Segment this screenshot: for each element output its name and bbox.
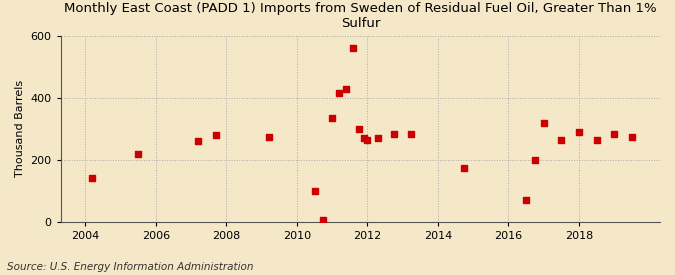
Point bbox=[327, 116, 338, 120]
Point bbox=[556, 138, 567, 142]
Point bbox=[362, 138, 373, 142]
Point bbox=[211, 133, 221, 137]
Point bbox=[87, 176, 98, 181]
Point bbox=[334, 91, 345, 95]
Point bbox=[406, 131, 417, 136]
Point bbox=[529, 158, 540, 162]
Text: Source: U.S. Energy Information Administration: Source: U.S. Energy Information Administ… bbox=[7, 262, 253, 272]
Point bbox=[609, 131, 620, 136]
Point bbox=[591, 138, 602, 142]
Point bbox=[538, 120, 549, 125]
Point bbox=[193, 139, 204, 144]
Point bbox=[459, 165, 470, 170]
Point bbox=[373, 136, 383, 141]
Point bbox=[358, 136, 369, 141]
Point bbox=[574, 130, 585, 134]
Point bbox=[309, 189, 320, 193]
Point bbox=[318, 218, 329, 222]
Point bbox=[348, 46, 358, 51]
Title: Monthly East Coast (PADD 1) Imports from Sweden of Residual Fuel Oil, Greater Th: Monthly East Coast (PADD 1) Imports from… bbox=[64, 2, 657, 30]
Y-axis label: Thousand Barrels: Thousand Barrels bbox=[15, 80, 25, 177]
Point bbox=[388, 131, 399, 136]
Point bbox=[626, 134, 637, 139]
Point bbox=[341, 87, 352, 91]
Point bbox=[133, 152, 144, 156]
Point bbox=[263, 134, 274, 139]
Point bbox=[520, 198, 531, 202]
Point bbox=[353, 127, 364, 131]
